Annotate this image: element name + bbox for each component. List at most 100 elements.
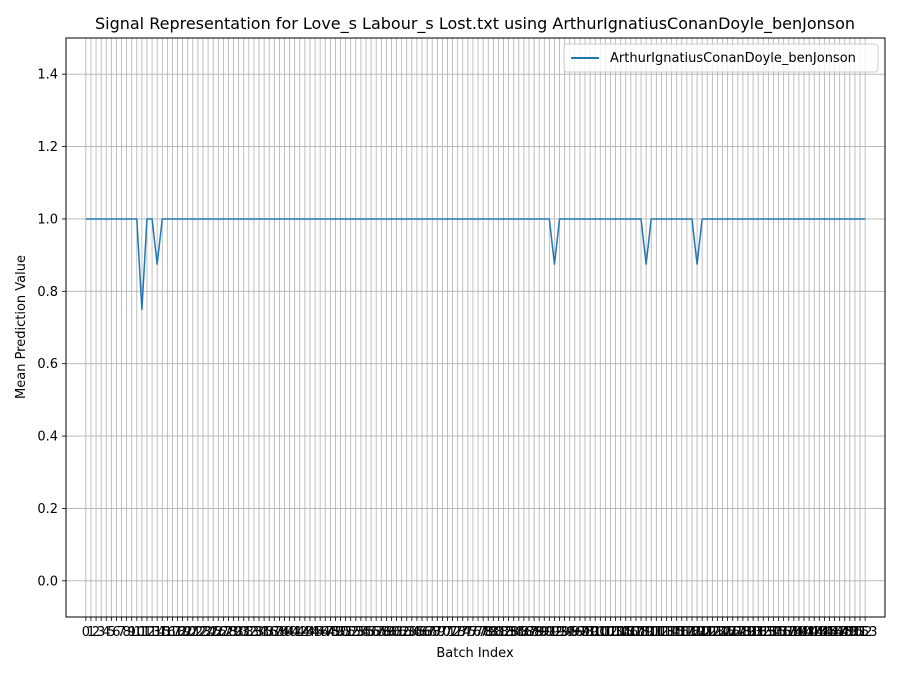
x-tick-label: 62 xyxy=(393,625,410,640)
x-tick-label: 88 xyxy=(526,625,543,640)
x-tick-label: 117 xyxy=(669,625,694,640)
x-tick-label: 105 xyxy=(608,625,633,640)
y-tick-label: 1.4 xyxy=(37,68,58,83)
x-tick-label: 147 xyxy=(822,625,847,640)
y-ticks: 0.0 0.2 0.4 0.6 0.8 1.0 1.2 1.4 xyxy=(37,68,66,589)
x-tick-label: 56 xyxy=(363,625,380,640)
series-layer xyxy=(85,218,866,311)
x-tick-label: 145 xyxy=(812,625,837,640)
x-tick-label: 27 xyxy=(215,625,232,640)
x-tick-label: 37 xyxy=(266,625,283,640)
x-tick-label: 22 xyxy=(190,625,207,640)
x-tick-label: 28 xyxy=(220,625,237,640)
x-tick-label: 80 xyxy=(485,625,502,640)
x-tick-label: 142 xyxy=(797,625,822,640)
x-tick-label: 95 xyxy=(561,625,578,640)
x-tick-label: 34 xyxy=(251,625,268,640)
legend-label: ArthurIgnatiusConanDoyle_benJonson xyxy=(610,51,856,66)
x-tick-label: 53 xyxy=(348,625,365,640)
x-tick-label: 5 xyxy=(107,625,115,640)
x-tick-label: 83 xyxy=(500,625,517,640)
x-tick-label: 39 xyxy=(276,625,293,640)
x-tick-label: 44 xyxy=(302,625,319,640)
x-tick-label: 79 xyxy=(480,625,497,640)
x-tick-label: 63 xyxy=(398,625,415,640)
x-tick-label: 64 xyxy=(404,625,421,640)
x-tick-label: 151 xyxy=(843,625,868,640)
x-tick-label: 126 xyxy=(715,625,740,640)
x-tick-label: 130 xyxy=(736,625,761,640)
x-tick-label: 125 xyxy=(710,625,735,640)
x-tick-label: 8 xyxy=(122,625,130,640)
x-tick-label: 66 xyxy=(414,625,431,640)
plot-frame xyxy=(65,37,886,618)
x-tick-label: 120 xyxy=(685,625,710,640)
x-tick-label: 134 xyxy=(756,625,781,640)
x-tick-label: 42 xyxy=(292,625,309,640)
x-tick-label: 29 xyxy=(225,625,242,640)
x-tick-label: 13 xyxy=(144,625,161,640)
x-tick-label: 50 xyxy=(332,625,349,640)
x-tick-label: 108 xyxy=(624,625,649,640)
y-tick-label: 0.2 xyxy=(37,502,58,517)
x-tick-label: 4 xyxy=(102,625,110,640)
x-tick-label: 1 xyxy=(87,625,95,640)
x-tick-label: 76 xyxy=(465,625,482,640)
x-tick-label: 21 xyxy=(185,625,202,640)
x-tick-label: 90 xyxy=(536,625,553,640)
x-tick-label: 18 xyxy=(169,625,186,640)
x-tick-label: 47 xyxy=(317,625,334,640)
x-tick-label: 96 xyxy=(567,625,584,640)
x-tick-label: 49 xyxy=(327,625,344,640)
x-tick-label: 41 xyxy=(286,625,303,640)
x-tick-label: 35 xyxy=(256,625,273,640)
x-tick-label: 54 xyxy=(353,625,370,640)
x-tick-label: 68 xyxy=(424,625,441,640)
x-tick-label: 137 xyxy=(771,625,796,640)
x-tick-label: 78 xyxy=(475,625,492,640)
x-tick-label: 38 xyxy=(271,625,288,640)
x-tick-label: 91 xyxy=(541,625,558,640)
x-tick-label: 36 xyxy=(261,625,278,640)
x-tick-label: 116 xyxy=(664,625,689,640)
x-tick-label: 132 xyxy=(746,625,771,640)
y-tick-label: 0.6 xyxy=(37,357,58,372)
x-tick-label: 148 xyxy=(827,625,852,640)
x-tick-label: 7 xyxy=(117,625,125,640)
x-tick-label: 143 xyxy=(802,625,827,640)
x-tick-label: 85 xyxy=(511,625,528,640)
x-tick-label: 12 xyxy=(139,625,156,640)
x-tick-label: 100 xyxy=(583,625,608,640)
x-tick-label: 89 xyxy=(531,625,548,640)
x-tick-label: 9 xyxy=(128,625,136,640)
x-tick-label: 3 xyxy=(97,625,105,640)
x-tick-label: 59 xyxy=(378,625,395,640)
x-tick-label: 102 xyxy=(593,625,618,640)
x-tick-label: 43 xyxy=(297,625,314,640)
chart-title: Signal Representation for Love_s Labour_… xyxy=(95,14,855,34)
x-tick-label: 115 xyxy=(659,625,684,640)
x-tick-label: 104 xyxy=(603,625,628,640)
x-tick-label: 82 xyxy=(495,625,512,640)
x-tick-label: 86 xyxy=(516,625,533,640)
x-tick-label: 112 xyxy=(644,625,669,640)
x-tick-label: 110 xyxy=(634,625,659,640)
x-tick-label: 150 xyxy=(837,625,862,640)
x-tick-label: 122 xyxy=(695,625,720,640)
x-tick-label: 107 xyxy=(618,625,643,640)
x-tick-label: 19 xyxy=(174,625,191,640)
x-tick-label: 32 xyxy=(241,625,258,640)
x-tick-label: 48 xyxy=(322,625,339,640)
x-tick-label: 26 xyxy=(210,625,227,640)
x-gridlines xyxy=(85,38,866,617)
y-tick-label: 0.4 xyxy=(37,430,58,445)
x-tick-label: 121 xyxy=(690,625,715,640)
x-tick-label: 52 xyxy=(342,625,359,640)
x-tick-label: 109 xyxy=(629,625,654,640)
x-tick-label: 40 xyxy=(281,625,298,640)
x-tick-label: 131 xyxy=(741,625,766,640)
x-tick-label: 55 xyxy=(358,625,375,640)
x-tick-label: 70 xyxy=(434,625,451,640)
x-tick-label: 101 xyxy=(588,625,613,640)
